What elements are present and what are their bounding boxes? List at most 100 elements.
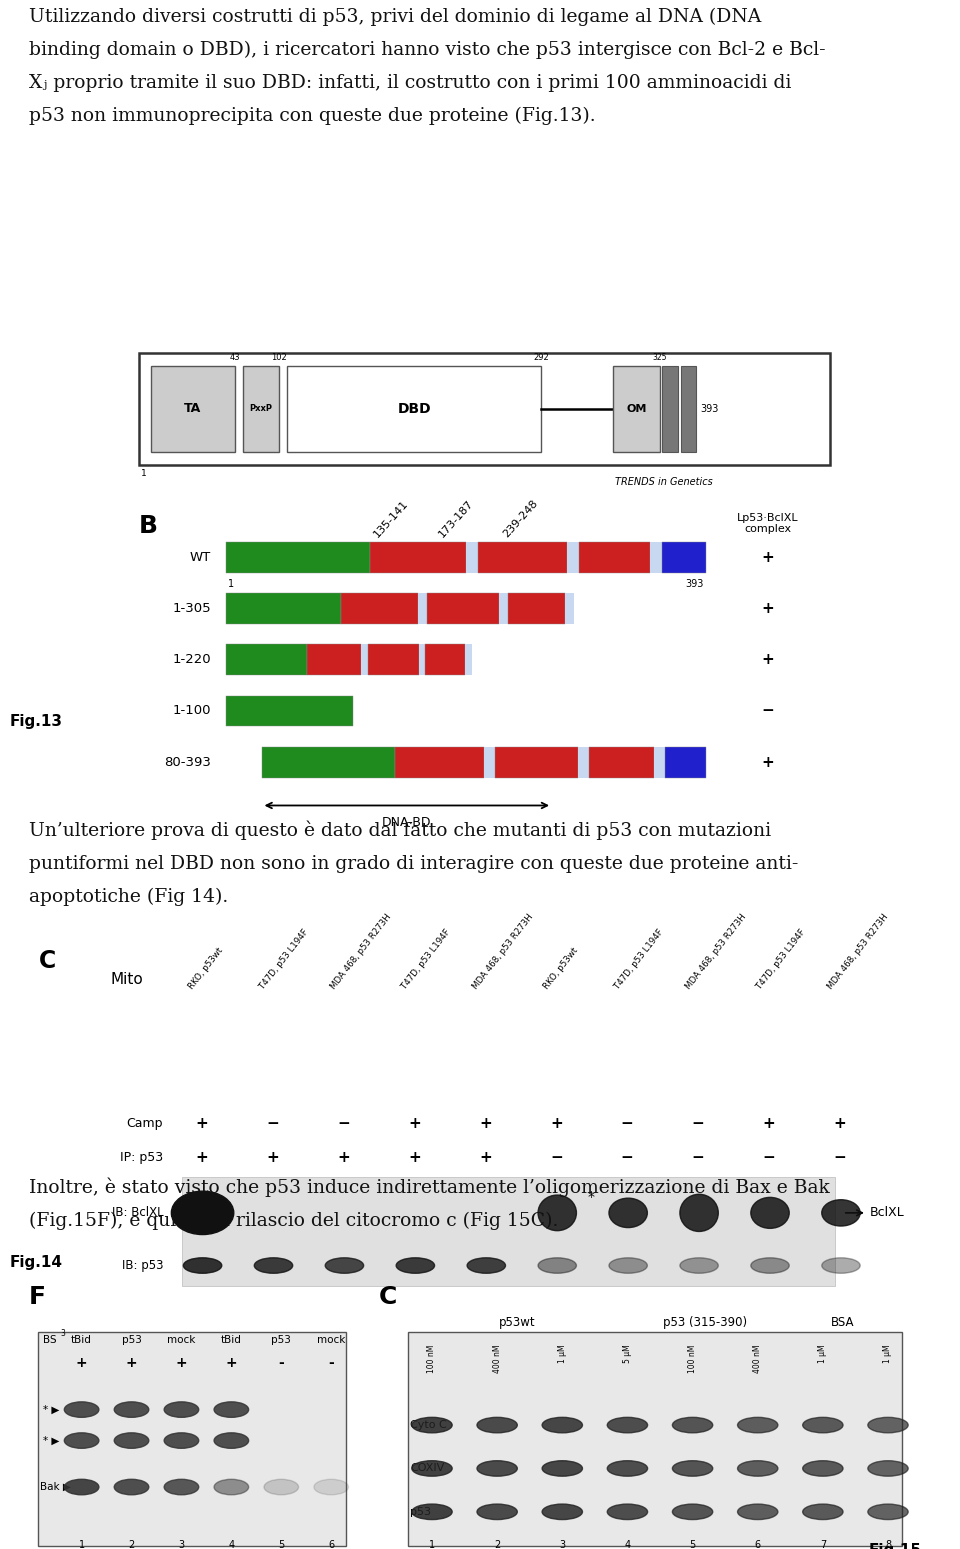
Text: Fig.14: Fig.14 <box>10 1255 62 1270</box>
FancyBboxPatch shape <box>243 366 279 452</box>
FancyBboxPatch shape <box>182 1177 835 1286</box>
Ellipse shape <box>608 1417 648 1433</box>
Text: 325: 325 <box>652 353 667 362</box>
FancyBboxPatch shape <box>418 593 427 624</box>
FancyBboxPatch shape <box>613 366 660 452</box>
Text: Fig.13: Fig.13 <box>10 714 62 728</box>
Text: F: F <box>29 1286 46 1309</box>
Text: +: + <box>408 1149 420 1165</box>
Text: −: − <box>692 1149 705 1165</box>
Ellipse shape <box>164 1479 199 1495</box>
Text: DNA-BD: DNA-BD <box>382 816 432 829</box>
Text: 1: 1 <box>228 579 233 589</box>
FancyBboxPatch shape <box>151 366 235 452</box>
Ellipse shape <box>538 1258 576 1273</box>
Text: +: + <box>337 1149 349 1165</box>
Text: +: + <box>76 1355 87 1371</box>
Text: 292: 292 <box>534 353 549 362</box>
Text: −: − <box>266 1115 279 1131</box>
Ellipse shape <box>64 1402 99 1417</box>
FancyBboxPatch shape <box>654 747 665 778</box>
Ellipse shape <box>680 1258 718 1273</box>
Text: * ▶: * ▶ <box>43 1405 60 1414</box>
Ellipse shape <box>737 1504 778 1520</box>
Text: 1-100: 1-100 <box>173 705 211 717</box>
Ellipse shape <box>172 1191 234 1235</box>
Ellipse shape <box>672 1417 712 1433</box>
Text: Camp: Camp <box>127 1117 163 1129</box>
Text: TRENDS in Genetics: TRENDS in Genetics <box>615 477 713 486</box>
Text: TA: TA <box>184 403 202 415</box>
Text: RKO, p53wt: RKO, p53wt <box>187 946 226 991</box>
Text: -: - <box>278 1355 284 1371</box>
Text: -: - <box>328 1355 334 1371</box>
FancyBboxPatch shape <box>567 542 579 573</box>
Text: 43: 43 <box>229 353 241 362</box>
Text: +: + <box>479 1149 492 1165</box>
Text: Bak ▶: Bak ▶ <box>40 1482 71 1492</box>
Ellipse shape <box>214 1479 249 1495</box>
Text: mock: mock <box>167 1335 196 1345</box>
Text: MDA 468, p53 R273H: MDA 468, p53 R273H <box>684 912 748 991</box>
FancyBboxPatch shape <box>499 593 509 624</box>
Text: +: + <box>195 1149 208 1165</box>
Text: BclXL: BclXL <box>870 1207 904 1219</box>
Ellipse shape <box>114 1479 149 1495</box>
Text: +: + <box>266 1149 279 1165</box>
FancyBboxPatch shape <box>478 542 567 573</box>
FancyBboxPatch shape <box>662 366 678 452</box>
FancyBboxPatch shape <box>650 542 661 573</box>
Text: 1: 1 <box>141 469 147 479</box>
Text: +: + <box>761 550 775 565</box>
Text: −: − <box>762 1149 776 1165</box>
Ellipse shape <box>803 1504 843 1520</box>
Text: 3: 3 <box>179 1540 184 1549</box>
Text: MDA 468, p53 R273H: MDA 468, p53 R273H <box>471 912 535 991</box>
Text: 1: 1 <box>429 1540 435 1549</box>
Ellipse shape <box>868 1461 908 1476</box>
Text: C: C <box>379 1286 397 1309</box>
Text: BSA: BSA <box>831 1317 854 1329</box>
Ellipse shape <box>737 1461 778 1476</box>
Text: +: + <box>761 601 775 617</box>
Text: +: + <box>833 1115 847 1131</box>
Text: 173-187: 173-187 <box>437 497 475 539</box>
Ellipse shape <box>254 1258 293 1273</box>
FancyBboxPatch shape <box>408 1332 902 1546</box>
Ellipse shape <box>164 1433 199 1448</box>
Ellipse shape <box>325 1258 364 1273</box>
Ellipse shape <box>183 1258 222 1273</box>
Text: +: + <box>479 1115 492 1131</box>
Text: 6: 6 <box>328 1540 334 1549</box>
Text: 5: 5 <box>278 1540 284 1549</box>
Ellipse shape <box>538 1196 576 1230</box>
Ellipse shape <box>542 1417 583 1433</box>
Text: p53wt: p53wt <box>498 1317 535 1329</box>
Text: +: + <box>550 1115 563 1131</box>
Text: BS: BS <box>43 1335 57 1345</box>
FancyBboxPatch shape <box>564 593 574 624</box>
Text: 80-393: 80-393 <box>164 756 211 768</box>
FancyBboxPatch shape <box>665 747 706 778</box>
FancyBboxPatch shape <box>579 542 650 573</box>
Text: p53 (315-390): p53 (315-390) <box>662 1317 747 1329</box>
Text: 6: 6 <box>755 1540 760 1549</box>
Text: 393: 393 <box>700 404 718 414</box>
Ellipse shape <box>64 1479 99 1495</box>
Text: Mito: Mito <box>110 971 143 987</box>
Ellipse shape <box>164 1402 199 1417</box>
Text: −: − <box>833 1149 847 1165</box>
FancyBboxPatch shape <box>588 747 654 778</box>
FancyBboxPatch shape <box>368 644 419 675</box>
Text: 1 μM: 1 μM <box>818 1345 828 1363</box>
Ellipse shape <box>542 1461 583 1476</box>
FancyBboxPatch shape <box>287 366 541 452</box>
Ellipse shape <box>264 1479 299 1495</box>
FancyBboxPatch shape <box>226 696 353 726</box>
Text: 3: 3 <box>560 1540 565 1549</box>
Ellipse shape <box>868 1504 908 1520</box>
Ellipse shape <box>680 1194 718 1231</box>
Ellipse shape <box>412 1504 452 1520</box>
Ellipse shape <box>672 1504 712 1520</box>
FancyBboxPatch shape <box>427 593 499 624</box>
